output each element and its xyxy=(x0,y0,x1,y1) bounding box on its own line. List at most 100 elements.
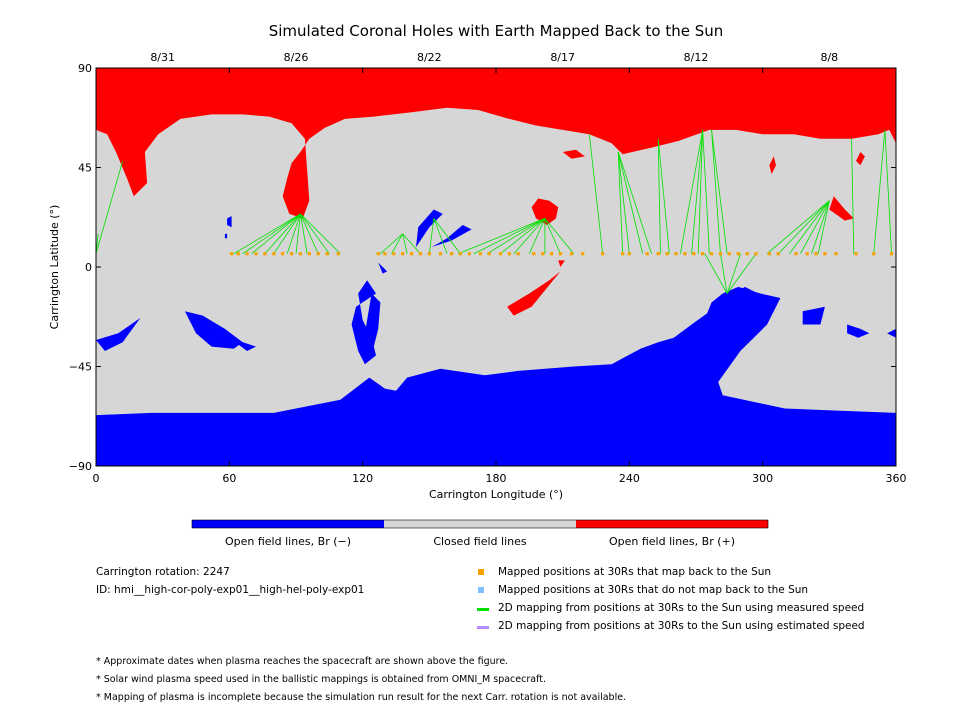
mapping-line xyxy=(697,129,704,254)
mapped-point xyxy=(701,252,705,256)
open-field-positive-region xyxy=(531,198,559,225)
x-tick-label: 360 xyxy=(886,472,907,485)
mapped-point xyxy=(745,252,749,256)
mapping-line xyxy=(473,217,546,255)
mapped-point xyxy=(627,252,631,256)
open-field-positive-region xyxy=(96,68,896,219)
mapped-point xyxy=(478,252,483,256)
mapping-line xyxy=(273,213,301,254)
mapping-line xyxy=(704,253,728,294)
open-field-negative-region xyxy=(431,225,472,248)
y-axis-label: Carrington Latitude (°) xyxy=(48,205,61,330)
unmapped-square-icon xyxy=(478,587,484,593)
mapped-point xyxy=(458,252,463,256)
open-field-positive-region xyxy=(829,196,854,221)
mapped-point xyxy=(645,252,649,256)
mapping-line xyxy=(766,200,830,255)
mapping-line xyxy=(711,129,728,254)
mapped-point xyxy=(549,252,554,256)
x-tick-label: 60 xyxy=(222,472,236,485)
mapped-point xyxy=(449,252,454,256)
mapped-point xyxy=(754,252,758,256)
map-plot-area xyxy=(95,68,896,466)
open-field-negative-region xyxy=(673,342,688,351)
mapped-point xyxy=(541,252,545,256)
mapping-line xyxy=(295,213,301,254)
date-tick-label: 8/26 xyxy=(284,51,309,64)
y-tick-label: 0 xyxy=(85,261,92,274)
mapped-point xyxy=(516,252,520,256)
mapping-line xyxy=(680,129,704,254)
mapping-line xyxy=(402,233,408,254)
mapping-line xyxy=(380,233,403,255)
x-tick-label: 240 xyxy=(619,472,640,485)
mapping-line xyxy=(433,218,448,254)
mapped-point xyxy=(281,252,285,256)
carrington-rotation-label: Carrington rotation: 2247 xyxy=(96,566,230,578)
mapped-point xyxy=(854,252,858,256)
open-field-negative-region xyxy=(229,337,256,351)
mapped-point xyxy=(776,252,780,256)
simulation-id-label: ID: hmi__high-cor-poly-exp01__high-hel-p… xyxy=(96,584,365,596)
footnote-speed-source: * Solar wind plasma speed used in the ba… xyxy=(96,674,546,685)
mapped-point xyxy=(692,252,696,256)
legend-label: Mapped positions at 30Rs that map back t… xyxy=(498,566,772,578)
mapping-line xyxy=(458,217,546,255)
mapping-line xyxy=(617,151,652,254)
date-tick-label: 8/31 xyxy=(150,51,175,64)
mapping-line xyxy=(588,134,604,254)
mapped-point xyxy=(727,252,731,256)
mapping-line xyxy=(300,213,330,254)
mapped-point xyxy=(674,252,678,256)
mapped-point xyxy=(581,252,585,256)
mapped-point xyxy=(823,252,827,256)
mapped-point xyxy=(507,252,511,256)
y-tick-label: −90 xyxy=(69,460,92,473)
mapping-line xyxy=(884,129,892,254)
mapped-point xyxy=(229,252,234,256)
mapped-point xyxy=(438,252,443,256)
mapping-line xyxy=(300,213,341,255)
open-field-negative-region xyxy=(364,293,381,347)
date-tick-label: 8/22 xyxy=(417,51,442,64)
open-field-positive-region xyxy=(507,271,561,316)
legend-label: 2D mapping from positions at 30Rs to the… xyxy=(498,620,865,632)
estimated-line-icon xyxy=(477,626,489,629)
mapping-line xyxy=(500,218,546,255)
open-field-negative-region xyxy=(887,328,896,338)
mapping-line xyxy=(486,218,546,255)
mapped-point xyxy=(427,252,431,256)
mapping-line xyxy=(726,253,757,294)
mapped-point xyxy=(767,252,771,256)
mapped-point xyxy=(487,252,491,256)
mapping-line xyxy=(617,151,644,254)
date-tick-label: 8/17 xyxy=(550,51,575,64)
x-axis: 0 60 120 180 240 300 360 xyxy=(93,68,907,485)
open-field-negative-region xyxy=(96,317,141,351)
open-negative-regions xyxy=(96,209,896,466)
mapped-point xyxy=(498,252,503,256)
footnote-dates: * Approximate dates when plasma reaches … xyxy=(96,656,509,667)
mapping-line xyxy=(391,233,404,254)
mapped-point xyxy=(392,252,396,256)
mapped-point xyxy=(656,252,660,256)
colorbar-label-positive: Open field lines, Br (+) xyxy=(609,535,735,548)
mapped-point xyxy=(383,252,387,256)
open-field-negative-region xyxy=(416,209,443,248)
mapped-point xyxy=(325,252,329,256)
mapped-point xyxy=(569,252,574,256)
x-tick-label: 120 xyxy=(352,472,373,485)
open-field-negative-region xyxy=(847,324,870,338)
mapped-point xyxy=(709,252,714,256)
mapping-line xyxy=(617,151,630,254)
mapped-point xyxy=(236,252,240,256)
chart-title: Simulated Coronal Holes with Earth Mappe… xyxy=(269,22,724,40)
mapping-line xyxy=(251,213,301,255)
field-line-mappings xyxy=(95,129,892,294)
mapped-point xyxy=(316,252,320,256)
mapping-line xyxy=(711,129,721,254)
mapping-line xyxy=(726,253,741,294)
mapped-point xyxy=(254,252,258,256)
colorbar-frame xyxy=(191,519,769,529)
